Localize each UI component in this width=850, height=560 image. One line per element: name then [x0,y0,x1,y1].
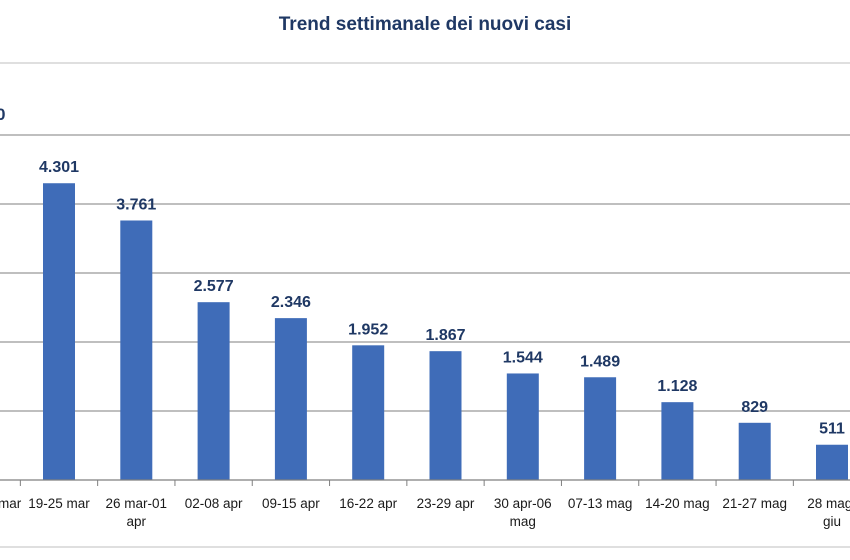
chart-title: Trend settimanale dei nuovi casi [278,14,572,35]
x-tick-label-line: 19-25 mar [28,496,90,511]
bar [120,220,153,480]
x-tick-label-line: apr [127,514,147,529]
x-tick-label: 16-22 apr [339,496,397,511]
data-label: 829 [741,399,768,416]
x-tick-label: 14-20 mag [645,496,710,511]
x-tick-label: 02-08 apr [185,496,243,511]
bar [738,422,771,480]
x-tick-label: 30 apr-06 mag [494,496,552,529]
bar [584,377,617,480]
x-tick-label: 28 mag-giu [807,496,850,529]
y-tick-label: 0 [0,105,5,124]
x-tick-label-line: 07-13 mag [568,496,633,511]
data-label: 1.128 [657,378,697,395]
data-label: 2.346 [271,294,311,311]
x-tick-label-line: 02-08 apr [185,496,243,511]
data-label: 1.544 [503,349,543,366]
data-label: 1.867 [425,327,465,344]
x-tick-label: 21-27 mag [722,496,787,511]
x-tick-label-line: 09-15 apr [262,496,320,511]
x-tick-label-line: mag [510,514,536,529]
data-label: 2.577 [194,278,234,295]
x-tick-label: 19-25 mar [28,496,90,511]
x-tick-label: 07-13 mag [568,496,633,511]
data-label: 511 [819,421,845,438]
data-label: 1.489 [580,353,620,370]
bar [43,183,75,480]
x-tick-label-line: giu [823,514,841,529]
data-label: 4.301 [39,159,79,176]
x-tick-label: 09-15 apr [262,496,320,511]
bar [197,302,230,480]
bar [352,345,385,480]
bar [274,318,307,480]
x-tick-label-line: 26 mar-01 [106,496,168,511]
data-label: 3.761 [116,196,156,213]
bar [661,402,694,480]
x-tick-label-line: 16-22 apr [339,496,397,511]
bar [816,444,848,480]
x-tick-label-line: 28 mag- [807,496,850,511]
bar [506,373,539,480]
x-tick-label-line: 21-27 mag [722,496,787,511]
x-tick-label: 26 mar-01 apr [106,496,168,529]
x-tick-label: 23-29 apr [417,496,475,511]
x-tick-label-line: 23-29 apr [417,496,475,511]
x-tick-label-line: 30 apr-06 [494,496,552,511]
x-tick-label-line: 14-20 mag [645,496,710,511]
bar [429,351,462,480]
data-label: 1.952 [348,321,388,338]
x-tick-label: mar [0,496,22,511]
